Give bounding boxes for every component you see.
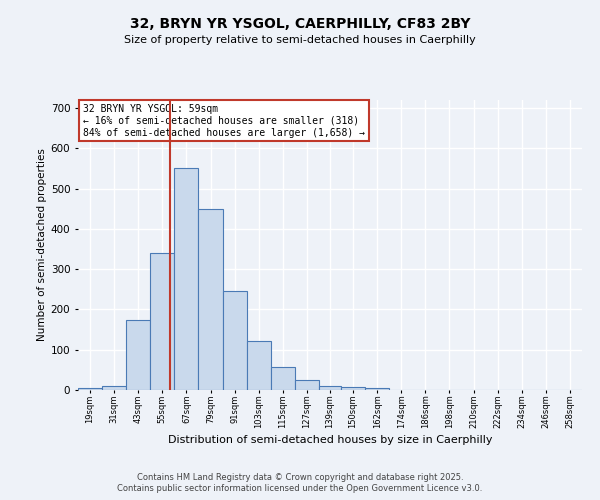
Bar: [199, 209, 223, 390]
Text: Contains HM Land Registry data © Crown copyright and database right 2025.: Contains HM Land Registry data © Crown c…: [137, 472, 463, 482]
Bar: [271, 367, 295, 390]
Bar: [150, 253, 175, 390]
Bar: [319, 386, 341, 390]
Bar: [365, 388, 389, 390]
Bar: [126, 320, 150, 390]
Text: Contains public sector information licensed under the Open Government Licence v3: Contains public sector information licen…: [118, 484, 482, 493]
Bar: [175, 168, 199, 390]
Bar: [78, 388, 102, 390]
Bar: [247, 341, 271, 390]
Text: Size of property relative to semi-detached houses in Caerphilly: Size of property relative to semi-detach…: [124, 35, 476, 45]
Bar: [223, 292, 247, 390]
Text: 32 BRYN YR YSGOL: 59sqm
← 16% of semi-detached houses are smaller (318)
84% of s: 32 BRYN YR YSGOL: 59sqm ← 16% of semi-de…: [83, 104, 365, 138]
Bar: [102, 386, 126, 390]
X-axis label: Distribution of semi-detached houses by size in Caerphilly: Distribution of semi-detached houses by …: [168, 435, 492, 445]
Text: 32, BRYN YR YSGOL, CAERPHILLY, CF83 2BY: 32, BRYN YR YSGOL, CAERPHILLY, CF83 2BY: [130, 18, 470, 32]
Bar: [341, 387, 365, 390]
Bar: [295, 380, 319, 390]
Y-axis label: Number of semi-detached properties: Number of semi-detached properties: [37, 148, 47, 342]
